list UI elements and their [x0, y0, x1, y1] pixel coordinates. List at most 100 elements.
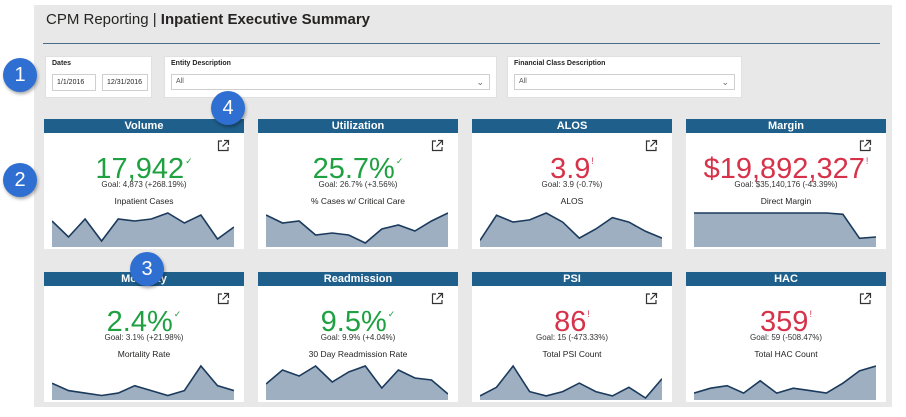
title-prefix: CPM Reporting | [46, 11, 161, 28]
sparkline-line [480, 364, 662, 400]
exclamation-icon: ! [587, 309, 590, 319]
callout-badge-4: 4 [211, 91, 245, 125]
trend-sparkline [266, 212, 448, 247]
kpi-value: 86! [472, 298, 672, 338]
exclamation-icon: ! [809, 309, 812, 319]
sparkline-line [52, 364, 234, 397]
kpi-value: 359! [686, 298, 886, 338]
check-icon: ✓ [395, 156, 404, 166]
end-date-input[interactable]: 12/31/2016 [102, 74, 148, 91]
metric-label: Direct Margin [760, 196, 812, 206]
card-title: Utilization [258, 119, 458, 133]
entity-slicer-title: Entity Description [171, 60, 231, 67]
trend-sparkline [694, 212, 876, 247]
kpi-number: 9.5% [320, 306, 387, 338]
sparkline-area [480, 213, 662, 247]
title-main: Inpatient Executive Summary [160, 11, 371, 28]
card-title: ALOS [472, 119, 672, 133]
psi-card[interactable]: PSI 86! Goal: 15 (-473.33%) Total PSI Count [472, 272, 672, 402]
open-external-icon[interactable] [644, 139, 658, 153]
open-external-icon[interactable] [858, 139, 872, 153]
financial-class-dropdown-value: All [519, 78, 527, 85]
open-external-icon[interactable] [644, 292, 658, 306]
open-external-icon[interactable] [216, 292, 230, 306]
entity-dropdown-value: All [176, 78, 184, 85]
metric-label: Inpatient Cases [114, 196, 174, 206]
mortality-card[interactable]: Mortality2.4%✓Goal: 3.1% (+21.98%)Mortal… [44, 272, 244, 402]
financial-class-dropdown[interactable]: All ⌄ [514, 74, 735, 90]
sparkline-area [52, 213, 234, 247]
metric-label: Total PSI Count [542, 349, 602, 359]
goal-text: Goal: 26.7% (+3.56%) [318, 180, 398, 189]
financial-class-slicer-title: Financial Class Description [514, 60, 606, 67]
dates-slicer-title: Dates [52, 60, 72, 67]
kpi-value: 2.4%✓ [44, 298, 244, 338]
utilization-card[interactable]: Utilization 25.7%✓ Goal: 26.7% (+3.56%)% C… [258, 119, 458, 249]
metric-label: Total HAC Count [754, 349, 818, 359]
start-date-input[interactable]: 1/1/2016 [52, 74, 96, 91]
card-title: Margin [686, 119, 886, 133]
goal-text: Goal: 4,873 (+268.19%) [101, 180, 187, 189]
check-icon: ✓ [387, 309, 396, 319]
goal-text: Goal: 3.9 (-0.7%) [541, 180, 603, 189]
exclamation-icon: ! [865, 156, 869, 166]
entity-dropdown[interactable]: All ⌄ [171, 74, 490, 90]
trend-sparkline [52, 364, 234, 400]
kpi-number: 359 [760, 306, 809, 338]
kpi-value: 9.5%✓ [258, 298, 458, 338]
goal-text: Goal: 59 (-508.47%) [749, 333, 823, 342]
trend-sparkline [694, 365, 876, 400]
metric-label: Mortality Rate [117, 349, 171, 359]
sparkline-area [694, 366, 876, 400]
sparkline-line [52, 212, 234, 243]
kpi-value: $19,892,327! [686, 145, 886, 185]
open-external-icon[interactable] [858, 292, 872, 306]
card-title: PSI [472, 272, 672, 286]
metric-label: % Cases w/ Critical Care [311, 196, 405, 206]
open-external-icon[interactable] [430, 139, 444, 153]
readmission-card[interactable]: Readmission 9.5%✓ Goal: 9.9% (+4.04%) 30 Da… [258, 272, 458, 402]
check-icon: ✓ [185, 156, 193, 166]
kpi-number: 25.7% [312, 153, 395, 185]
sparkline-area [266, 213, 448, 247]
sparkline-line [266, 364, 448, 395]
check-icon: ✓ [173, 309, 182, 319]
financial-class-slicer: Financial Class Description All ⌄ [507, 56, 742, 98]
margin-card[interactable]: Margin $19,892,327! Goal: $35,140,176 (-43… [686, 119, 886, 249]
card-title: Readmission [258, 272, 458, 286]
chevron-down-icon: ⌄ [476, 77, 484, 87]
kpi-value: 3.9! [472, 145, 672, 185]
kpi-number: 86 [554, 306, 587, 338]
sparkline-line [480, 212, 662, 241]
goal-text: Goal: $35,140,176 (-43.39%) [734, 180, 838, 189]
kpi-number: $19,892,327 [703, 153, 865, 185]
metric-label: 30 Day Readmission Rate [308, 349, 408, 359]
kpi-number: 17,942 [95, 153, 185, 185]
kpi-value: 17,942✓ [44, 145, 244, 185]
metric-label: ALOS [560, 196, 584, 206]
open-external-icon[interactable] [430, 292, 444, 306]
callout-badge-3: 3 [130, 252, 164, 286]
page-title: CPM Reporting | Inpatient Executive Summ… [46, 11, 370, 28]
callout-badge-2: 2 [3, 163, 37, 197]
kpi-value: 25.7%✓ [258, 145, 458, 185]
sparkline-area [266, 366, 448, 400]
open-external-icon[interactable] [216, 139, 230, 153]
trend-sparkline [480, 212, 662, 247]
kpi-number: 2.4% [106, 306, 173, 338]
dates-slicer: Dates 1/1/2016 12/31/2016 [45, 56, 152, 98]
trend-sparkline [480, 364, 662, 400]
goal-text: Goal: 3.1% (+21.98%) [104, 333, 184, 342]
chevron-down-icon: ⌄ [721, 77, 729, 87]
kpi-number: 3.9 [550, 153, 591, 185]
sparkline-line [694, 365, 876, 395]
callout-badge-1: 1 [3, 58, 37, 92]
entity-slicer: Entity Description All ⌄ [164, 56, 497, 98]
trend-sparkline [266, 364, 448, 400]
trend-sparkline [52, 212, 234, 247]
volume-card[interactable]: Volume 17,942✓ Goal: 4,873 (+268.19%) Inpat… [44, 119, 244, 249]
hac-card[interactable]: HAC 359! Goal: 59 (-508.47%) Total HAC Coun… [686, 272, 886, 402]
sparkline-line [694, 212, 876, 240]
alos-card[interactable]: ALOS 3.9! Goal: 3.9 (-0.7%) ALOS [472, 119, 672, 249]
sparkline-area [480, 366, 662, 400]
